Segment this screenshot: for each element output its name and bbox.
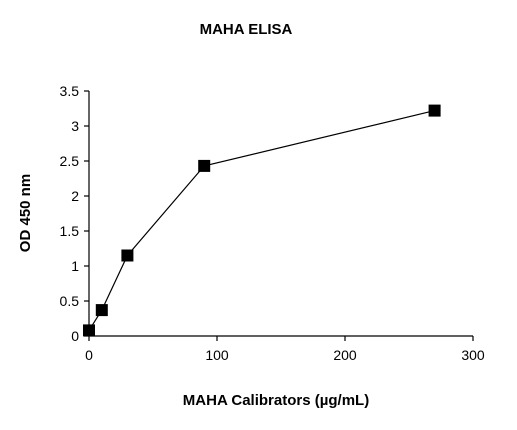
x-tick-label: 200 xyxy=(333,347,357,363)
y-tick-label: 1.5 xyxy=(60,223,80,239)
x-axis-label: MAHA Calibrators (µg/mL) xyxy=(183,392,369,409)
y-tick-label: 3.5 xyxy=(60,83,80,99)
data-point-marker xyxy=(121,249,134,262)
series-lines xyxy=(88,110,435,331)
chart-title: MAHA ELISA xyxy=(200,21,293,38)
y-tick-label: 0.5 xyxy=(60,293,80,309)
data-point-marker xyxy=(95,304,108,317)
y-tick-label: 1 xyxy=(71,258,79,274)
data-point-marker xyxy=(428,104,441,117)
x-tick-label: 0 xyxy=(85,347,93,363)
y-tick-label: 2.5 xyxy=(60,153,80,169)
y-axis-label: OD 450 nm xyxy=(17,174,34,252)
y-axis-ticks: 0 0.5 1 1.5 2 2.5 3 3.5 xyxy=(60,83,89,344)
series-line xyxy=(88,110,435,331)
y-tick-label: 3 xyxy=(71,118,79,134)
x-tick-label: 300 xyxy=(461,347,485,363)
data-point-marker xyxy=(83,324,95,337)
plot-area: 0 0.5 1 1.5 2 2.5 3 3.5 0 100 200 300 xyxy=(60,83,485,363)
x-tick-label: 100 xyxy=(205,347,229,363)
data-point-marker xyxy=(198,159,211,172)
x-axis-ticks: 0 100 200 300 xyxy=(85,336,485,363)
y-tick-label: 0 xyxy=(71,328,79,344)
y-tick-label: 2 xyxy=(71,188,79,204)
series-markers xyxy=(83,104,441,337)
